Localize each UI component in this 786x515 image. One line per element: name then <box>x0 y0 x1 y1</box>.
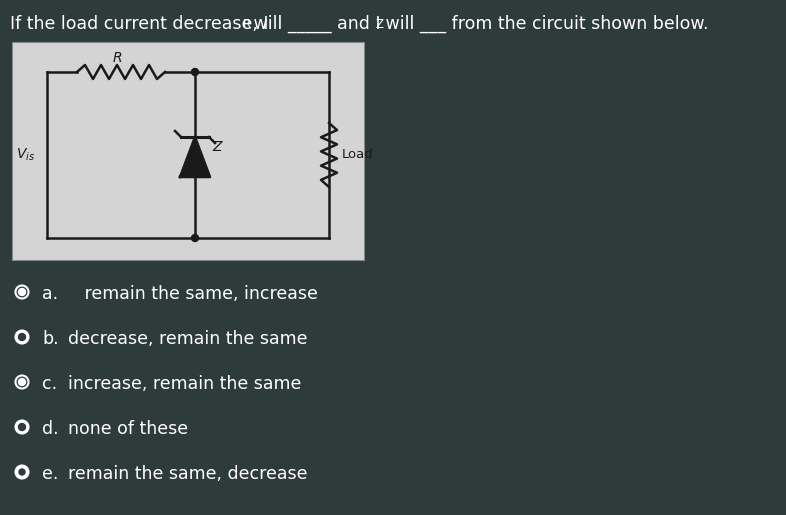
Circle shape <box>192 68 199 76</box>
Text: Z: Z <box>375 18 383 31</box>
Text: e.: e. <box>42 465 58 483</box>
Circle shape <box>192 234 199 242</box>
Text: R: R <box>112 51 122 65</box>
Circle shape <box>19 379 25 386</box>
Circle shape <box>19 423 25 431</box>
Text: will ___ from the circuit shown below.: will ___ from the circuit shown below. <box>380 15 709 33</box>
Circle shape <box>16 466 28 478</box>
Text: a.: a. <box>42 285 58 303</box>
Text: $V_{is}$: $V_{is}$ <box>16 147 35 163</box>
Text: will _____ and I: will _____ and I <box>248 15 380 33</box>
Text: Load: Load <box>342 148 374 162</box>
Text: d.: d. <box>42 420 59 438</box>
Text: If the load current decrease, I: If the load current decrease, I <box>10 15 269 33</box>
Circle shape <box>16 285 28 299</box>
Text: decrease, remain the same: decrease, remain the same <box>68 330 307 348</box>
Circle shape <box>16 375 28 388</box>
Circle shape <box>19 469 25 475</box>
Text: c.: c. <box>42 375 57 393</box>
Text: b.: b. <box>42 330 59 348</box>
Circle shape <box>19 334 25 340</box>
Text: Z: Z <box>212 140 222 154</box>
Polygon shape <box>180 137 210 177</box>
Text: increase, remain the same: increase, remain the same <box>68 375 301 393</box>
Circle shape <box>16 331 28 344</box>
Text: R: R <box>243 18 251 31</box>
Circle shape <box>19 288 25 296</box>
Bar <box>12 42 364 260</box>
Text: remain the same, decrease: remain the same, decrease <box>68 465 307 483</box>
Text: remain the same, increase: remain the same, increase <box>68 285 318 303</box>
Circle shape <box>16 421 28 434</box>
Text: none of these: none of these <box>68 420 188 438</box>
